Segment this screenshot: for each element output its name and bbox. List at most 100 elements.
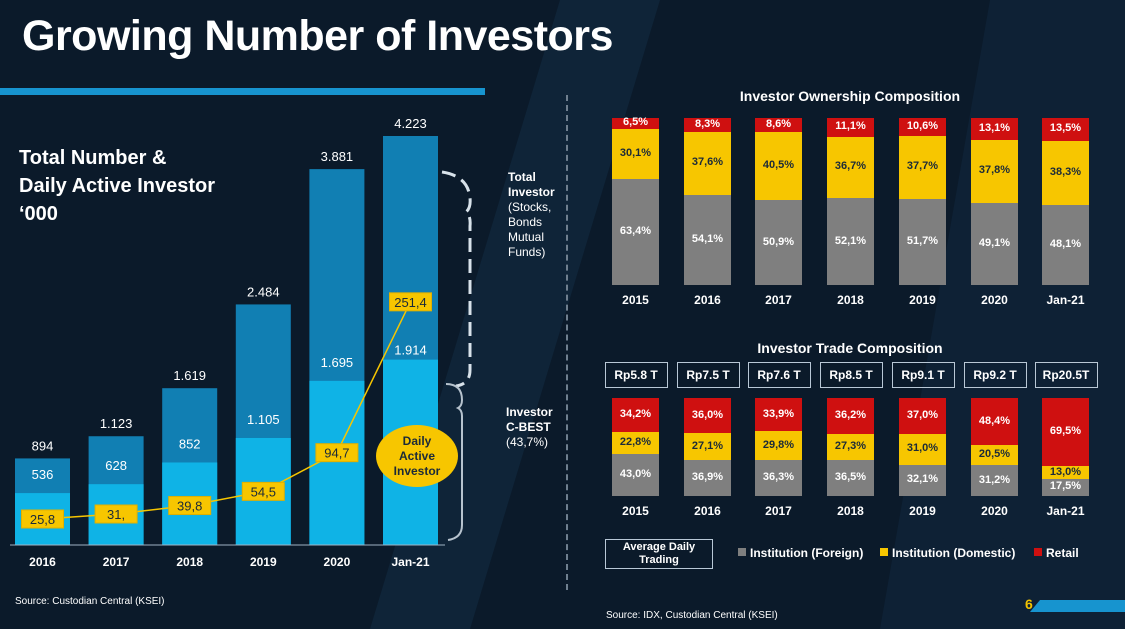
x-tick-1: 2017	[103, 555, 130, 569]
daily-label-2: 39,8	[177, 499, 202, 514]
ownership-seg-1-6	[1042, 140, 1089, 205]
x-tick-0: 2016	[29, 555, 56, 569]
daily-point-3	[241, 481, 285, 501]
cbest-title-2: C-BEST	[506, 420, 551, 434]
trade-label-2-1: 36,0%	[691, 408, 724, 421]
total-investor-title-2: Investor	[508, 185, 555, 199]
daily-point-1	[94, 504, 138, 524]
trade-label-1-1: 27,1%	[691, 439, 724, 452]
ownership-seg-0-1	[684, 194, 731, 285]
trade-seg-1-0	[612, 431, 659, 454]
badge-line-3: Investor	[393, 464, 441, 478]
trade-chart-title: Investor Trade Composition	[757, 340, 943, 356]
trade-seg-1-1	[684, 433, 731, 460]
ownership-label-2-1: 8,3%	[694, 117, 721, 130]
cbest-title-1: Investor	[506, 405, 553, 419]
avg-legend-line-2: Trading	[639, 554, 679, 566]
trade-seg-2-5	[971, 397, 1018, 446]
ownership-label-1-4: 37,7%	[906, 160, 939, 173]
ownership-seg-2-3	[827, 118, 874, 137]
subtitle-line-2: Daily Active Investor	[19, 175, 216, 197]
trade-label-0-2: 36,3%	[762, 471, 795, 484]
trade-seg-0-1	[684, 459, 731, 496]
trade-x-tick-5: 2020	[981, 504, 1008, 518]
subtitle-line-1: Total Number &	[19, 147, 167, 169]
trade-seg-0-0	[612, 453, 659, 496]
ownership-label-2-3: 11,1%	[835, 120, 866, 133]
ownership-label-1-6: 38,3%	[1049, 165, 1082, 178]
badge-line-2: Active	[398, 449, 436, 463]
ownership-seg-1-1	[684, 131, 731, 195]
ownership-x-tick-4: 2019	[909, 293, 936, 307]
ownership-seg-2-4	[899, 118, 946, 136]
trade-label-1-3: 27,3%	[834, 439, 867, 452]
cbest-label-2: 852	[179, 436, 201, 451]
daily-label-3: 54,5	[251, 484, 276, 499]
legend-foreign-label: Institution (Foreign)	[750, 546, 864, 560]
trade-x-tick-1: 2016	[694, 504, 721, 518]
trade-label-1-0: 22,8%	[619, 435, 652, 448]
legend-domestic: Institution (Domestic)	[880, 546, 1015, 560]
total-investor-label: Total Investor (Stocks, Bonds Mutual Fun…	[508, 170, 555, 260]
source-right: Source: IDX, Custodian Central (KSEI)	[606, 610, 778, 621]
daily-label-0: 25,8	[30, 512, 55, 527]
trade-seg-2-6	[1042, 398, 1089, 467]
page-number: 6	[1025, 596, 1033, 612]
badge-line-1: Daily	[402, 434, 432, 448]
trade-x-tick-3: 2018	[837, 504, 864, 518]
ownership-label-2-5: 13,1%	[978, 121, 1011, 134]
legend-domestic-swatch	[880, 548, 888, 556]
ownership-label-0-3: 52,1%	[834, 234, 867, 247]
trade-seg-1-5	[971, 445, 1018, 466]
trade-label-1-5: 20,5%	[978, 448, 1011, 461]
trade-label-2-2: 33,9%	[762, 407, 795, 420]
cbest-label-1: 628	[105, 458, 127, 473]
ownership-label-2-4: 10,6%	[906, 119, 939, 132]
daily-label-1: 31,	[107, 507, 125, 522]
average-daily-trading-legend: Average Daily Trading	[605, 539, 713, 569]
cbest-label-3: 1.105	[247, 412, 280, 427]
trade-seg-2-4	[899, 397, 946, 435]
ownership-label-0-4: 51,7%	[906, 234, 939, 247]
ownership-label-1-1: 37,6%	[691, 156, 724, 169]
avg-trading-6: Rp20.5T	[1034, 362, 1098, 388]
legend-foreign-swatch	[738, 548, 746, 556]
legend-foreign: Institution (Foreign)	[738, 546, 863, 560]
total-label-4: 3.881	[321, 149, 354, 164]
ownership-seg-1-0	[612, 128, 659, 180]
legend-retail-swatch	[1034, 548, 1042, 556]
daily-label-5: 251,4	[394, 295, 427, 310]
x-tick-2: 2018	[176, 555, 203, 569]
trade-seg-1-2	[755, 431, 802, 461]
trade-seg-2-2	[755, 398, 802, 432]
ownership-seg-0-5	[971, 203, 1018, 285]
trade-label-0-6: 17,5%	[1049, 480, 1082, 493]
total-investor-detail-2: Bonds	[508, 215, 543, 229]
x-tick-5: Jan-21	[391, 555, 429, 569]
total-investor-detail-3: Mutual	[508, 230, 545, 244]
ownership-seg-0-4	[899, 198, 946, 285]
avg-trading-5: Rp9.2 T	[963, 362, 1027, 388]
trade-label-0-1: 36,9%	[691, 470, 724, 483]
trade-label-2-0: 34,2%	[619, 407, 652, 420]
trade-seg-0-3	[827, 460, 874, 496]
ownership-seg-1-2	[755, 132, 802, 200]
ownership-label-0-5: 49,1%	[978, 237, 1011, 249]
x-tick-4: 2020	[324, 555, 351, 569]
daily-point-4	[315, 443, 359, 463]
chart-subtitle: Total Number & Daily Active Investor ‘00…	[19, 144, 215, 228]
trade-label-2-4: 37,0%	[906, 409, 939, 421]
avg-trading-2: Rp7.6 T	[747, 362, 811, 388]
total-label-0: 894	[32, 438, 54, 453]
ownership-x-tick-6: Jan-21	[1046, 293, 1085, 307]
trade-seg-2-0	[612, 398, 659, 432]
trade-label-1-6: 13,0%	[1049, 465, 1082, 478]
x-tick-3: 2019	[250, 555, 277, 569]
ownership-seg-2-2	[755, 118, 802, 133]
ownership-seg-2-5	[971, 118, 1018, 140]
bracket-decoration	[441, 170, 472, 541]
ownership-seg-0-0	[612, 179, 659, 285]
total-investor-detail-1: (Stocks,	[508, 200, 552, 214]
ownership-x-tick-2: 2017	[765, 293, 792, 307]
total-label-1: 1.123	[100, 416, 133, 431]
